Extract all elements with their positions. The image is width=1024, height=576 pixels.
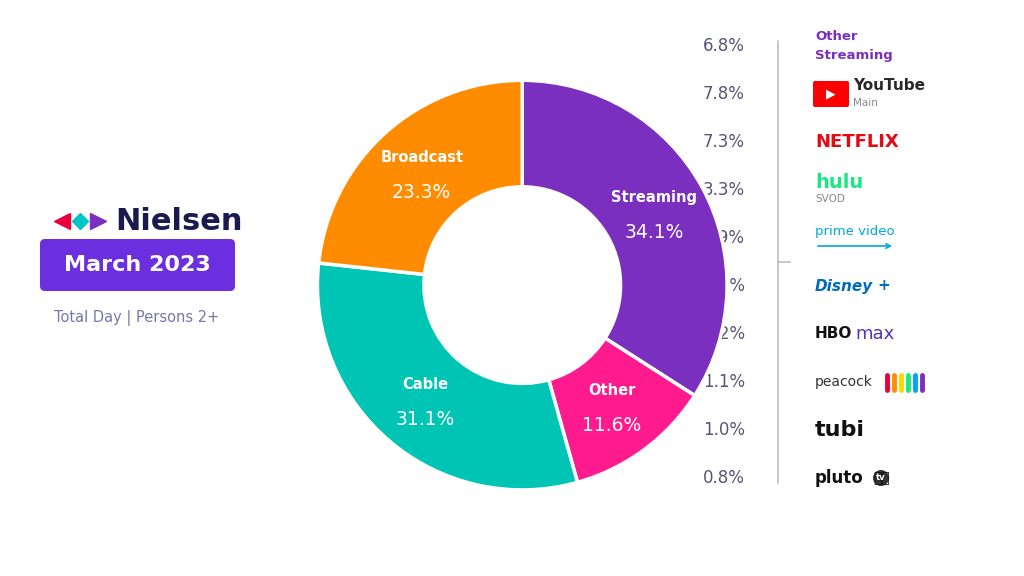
FancyArrowPatch shape	[818, 244, 890, 248]
Circle shape	[873, 470, 889, 486]
Wedge shape	[318, 80, 522, 275]
Text: 1.0%: 1.0%	[703, 421, 745, 439]
Text: Main: Main	[853, 98, 878, 108]
Text: 6.8%: 6.8%	[703, 37, 745, 55]
Text: Streaming: Streaming	[611, 190, 697, 205]
Text: ▶: ▶	[826, 88, 836, 100]
Text: HBO: HBO	[815, 327, 852, 342]
Text: Disney: Disney	[815, 279, 873, 294]
Text: prime video: prime video	[815, 225, 895, 238]
Wedge shape	[522, 80, 727, 396]
Text: Ⓣᵜ: Ⓣᵜ	[873, 471, 890, 485]
Text: pluto: pluto	[815, 469, 864, 487]
Wedge shape	[549, 338, 694, 482]
Text: 1.8%: 1.8%	[703, 277, 745, 295]
Text: Other: Other	[588, 383, 636, 398]
FancyBboxPatch shape	[813, 81, 849, 107]
Text: 7.8%: 7.8%	[703, 85, 745, 103]
Text: 31.1%: 31.1%	[395, 410, 455, 429]
Text: SVOD: SVOD	[815, 194, 845, 204]
Text: Total Day | Persons 2+: Total Day | Persons 2+	[54, 310, 219, 326]
Text: Other: Other	[815, 31, 857, 44]
Text: NETFLIX: NETFLIX	[815, 133, 899, 151]
Text: tv: tv	[877, 473, 886, 483]
Text: Nielsen: Nielsen	[115, 207, 243, 236]
Text: 1.2%: 1.2%	[702, 325, 745, 343]
Text: 7.3%: 7.3%	[703, 133, 745, 151]
Text: 2.9%: 2.9%	[703, 229, 745, 247]
Text: max: max	[855, 325, 894, 343]
Text: tubi: tubi	[815, 420, 865, 440]
Text: 34.1%: 34.1%	[625, 223, 684, 242]
Wedge shape	[317, 263, 578, 490]
Text: March 2023: March 2023	[63, 255, 210, 275]
Text: YouTube: YouTube	[853, 78, 925, 93]
Text: Streaming: Streaming	[815, 48, 893, 62]
Text: 1.1%: 1.1%	[702, 373, 745, 391]
Text: hulu: hulu	[815, 172, 863, 191]
FancyBboxPatch shape	[40, 239, 234, 291]
Text: 23.3%: 23.3%	[392, 183, 452, 202]
Text: 11.6%: 11.6%	[583, 416, 641, 435]
Text: peacock: peacock	[815, 375, 872, 389]
Text: 3.3%: 3.3%	[702, 181, 745, 199]
Text: Cable: Cable	[401, 377, 447, 392]
Text: Broadcast: Broadcast	[380, 150, 463, 165]
Text: +: +	[877, 279, 890, 294]
Text: 0.8%: 0.8%	[703, 469, 745, 487]
